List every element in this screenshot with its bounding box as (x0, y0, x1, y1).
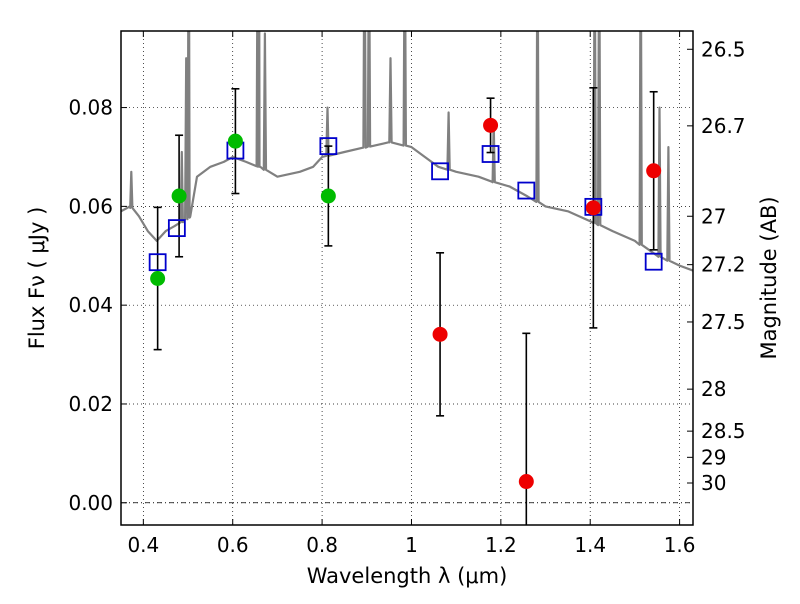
x-tick-label: 0.6 (217, 533, 249, 557)
model-layer (121, 31, 693, 272)
right-axis-label: Magnitude (AB) (757, 196, 781, 359)
sed-model-line (121, 31, 693, 272)
y-axis-label: Flux Fν ( μJy ) (25, 207, 49, 350)
x-tick-label: 0.8 (306, 533, 338, 557)
red-data-point (646, 163, 662, 179)
model-photometry-square (319, 137, 338, 156)
marks-layer (148, 87, 663, 525)
grid (121, 31, 693, 525)
model-photometry-square (517, 181, 536, 200)
model-photometry-square (644, 252, 663, 271)
model-photometry-square (167, 219, 186, 238)
x-axis-label: Wavelength λ (μm) (307, 564, 508, 588)
plot-frame (120, 30, 694, 526)
green-data-point (227, 133, 243, 149)
y-tick-label: 0.06 (68, 194, 113, 218)
x-tick-label: 1.2 (485, 533, 517, 557)
right-tick-label: 29 (701, 445, 726, 469)
red-data-point (432, 326, 448, 342)
y-tick-label: 0.08 (68, 96, 113, 120)
right-tick-label: 26.7 (701, 114, 746, 138)
green-data-point (150, 270, 166, 286)
right-tick-label: 30 (701, 471, 726, 495)
right-tick-label: 27.5 (701, 310, 746, 334)
right-tick-label: 27 (701, 204, 726, 228)
y-tick-label: 0.02 (68, 392, 113, 416)
green-data-point (320, 188, 336, 204)
x-tick-label: 0.4 (127, 533, 159, 557)
model-photometry-square (148, 253, 167, 272)
x-tick-label: 1 (405, 533, 418, 557)
y-tick-label: 0.00 (68, 491, 113, 515)
model-photometry-square (431, 162, 449, 181)
y-tick-label: 0.04 (68, 293, 113, 317)
right-tick-label: 28 (701, 377, 726, 401)
red-data-point (518, 474, 534, 490)
red-data-point (483, 117, 499, 133)
x-tick-label: 1.4 (574, 533, 606, 557)
right-tick-label: 27.2 (701, 253, 746, 277)
x-tick-label: 1.6 (664, 533, 696, 557)
right-tick-label: 26.5 (701, 37, 746, 61)
green-data-point (171, 188, 187, 204)
model-photometry-square (481, 145, 500, 163)
axis-ticks: 0.4 0.6 0.8 1 1.2 1.4 1.6 0.00 0.02 0.04 0.06 0.08 2… (68, 31, 746, 557)
right-tick-label: 28.5 (701, 419, 746, 443)
red-data-point (585, 200, 601, 216)
